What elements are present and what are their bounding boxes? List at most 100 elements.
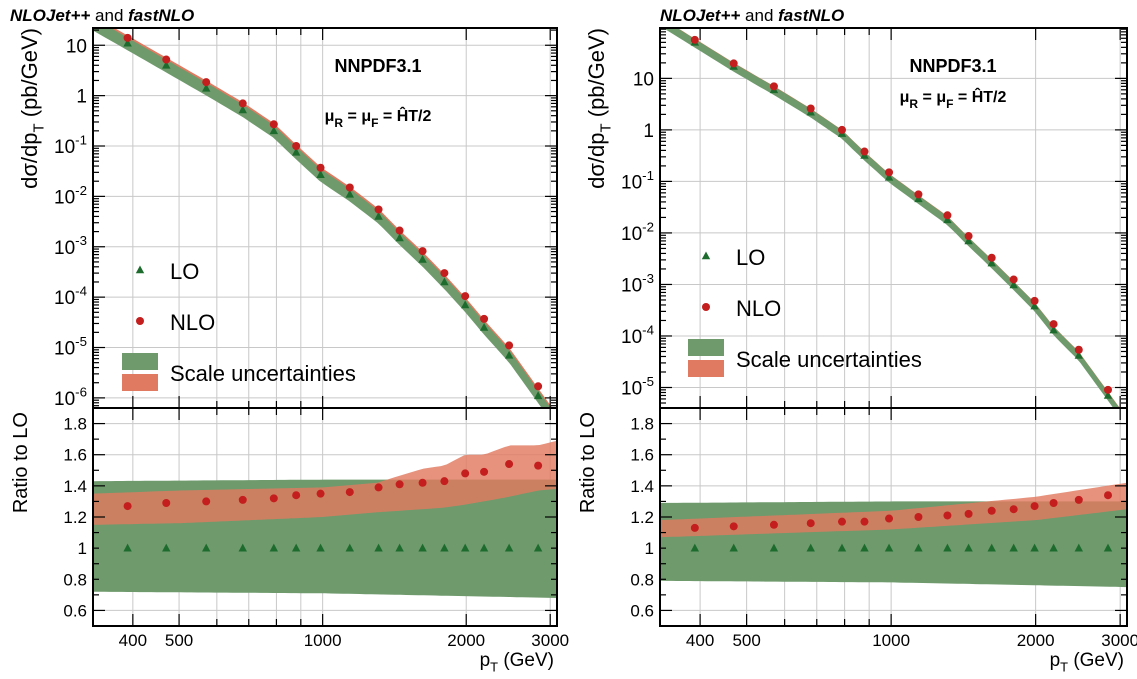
ratio-lo-point [860,543,869,552]
lo-point [987,258,996,267]
legend-lo-label: LO [736,245,765,270]
y-tick-label: 10-1 [54,132,87,158]
nlo-point [534,382,543,391]
ratio-tick-label: 1 [645,539,654,558]
legend-nlo-band-swatch [122,374,158,391]
nlo-point [690,35,699,44]
x-tick-label: 3000 [1101,631,1137,650]
y-axis-title: dσ/dpT (pb/GeV) [17,28,48,189]
lo-point [418,254,427,263]
ratio-lo-point [729,543,738,552]
ratio-tick-label: 1.8 [630,415,654,434]
legend-lo-band-swatch [122,353,158,370]
ratio-lo-point [884,543,894,552]
ratio-nlo-point [964,509,973,518]
lo-point [1103,390,1113,399]
lo-point [123,38,132,47]
ratio-lo-point [690,543,700,552]
legend: LO NLO Scale uncertainties [122,259,356,391]
ratio-tick-label: 0.6 [63,601,87,620]
lo-point [316,170,325,178]
ratio-nlo-point [534,461,543,470]
nlo-point [914,190,923,199]
ticks [660,28,1127,626]
x-tick-label: 1000 [304,631,342,650]
ratio-nlo-point [505,460,514,469]
nlo-point [964,232,973,241]
nlo-point [440,269,449,278]
legend-nlo-marker [702,303,710,311]
main-markers [690,35,1113,399]
ratio-lo-point [769,543,779,552]
lo-point [345,189,354,198]
y-tick-label: 10-5 [621,374,654,400]
ratio-lo-point [987,543,996,552]
y-tick-label: 10-2 [621,219,654,245]
nlo-point [418,247,427,256]
ratio-nlo-point [1074,495,1083,504]
lo-point [1049,325,1058,334]
ratio-tick-label: 1.2 [630,508,654,527]
ratio-lo-point [1030,543,1039,552]
ratio-lo-point [123,543,132,552]
nlo-point [292,142,301,151]
ratio-lo-point [374,543,383,552]
nlo-point [729,59,738,68]
ratio-lo-point [964,543,973,552]
header-title: NLOJet++ and fastNLO [660,6,844,25]
ratio-axis-title: Ratio to LO [577,412,599,513]
y-tick-label: 10 [633,69,654,90]
legend-lo-marker [135,265,145,274]
ratio-nlo-point [374,483,383,492]
ratio-lo-point [291,543,301,552]
ratio-nlo-point [690,523,699,532]
legend-lo-marker [701,251,711,260]
legend-nlo-label: NLO [170,310,215,335]
nlo-point [123,33,132,42]
nlo-point [238,99,247,108]
ratio-axis-title: Ratio to LO [10,412,32,513]
lo-point [884,172,894,181]
ratio-nlo-point [1104,491,1113,500]
ratio-nlo-point [345,488,354,497]
y-tick-label: 10-3 [621,271,654,297]
ratio-bands [93,440,557,598]
ratio-lo-point [162,543,171,552]
lo-point [162,60,171,69]
ratio-nlo-point [123,502,132,511]
ratio-tick-label: 0.8 [63,570,87,589]
x-tick-label: 3000 [531,631,569,650]
nlo-point [1030,296,1039,305]
x-tick-label: 2000 [447,631,485,650]
pdf-label: NNPDF3.1 [909,56,996,76]
lo-point [291,147,301,156]
ratio-lo-point [1103,543,1113,552]
x-tick-label: 2000 [1017,631,1055,650]
ratio-lo-point [418,543,427,552]
ratio-lo-point [1009,543,1018,552]
y-tick-label: 10 [66,36,87,57]
left-plot: 10-6 10-5 10-4 10-3 10-2 10-1 1 10 0.6 0.8 1 1.2 1.4… [10,6,569,675]
y-tick-label: 1 [76,87,87,108]
ratio-tick-label: 1.6 [63,446,87,465]
nlo-point [345,183,354,192]
ratio-nlo-point [769,520,778,529]
lo-point [1009,280,1018,289]
lo-point [964,236,973,245]
ratio-tick-label: 1.6 [630,446,654,465]
nlo-point [202,78,211,87]
nlo-point [769,82,778,91]
ratio-bands [660,482,1127,588]
lo-point [238,105,247,114]
header-title: NLOJet++ and fastNLO [10,6,194,25]
right-plot: 10-5 10-4 10-3 10-2 10-1 1 10 0.6 0.8 1 1.2 1.4 1.6 1… [577,6,1137,675]
main-markers [123,33,543,400]
nlo-point [269,120,278,129]
y-tick-label: 10-4 [54,284,87,310]
nlo-scale-band [107,28,553,408]
nlo-point [1104,385,1113,394]
ratio-nlo-point [395,480,404,489]
ratio-lo-point [395,543,404,552]
nlo-point [860,147,869,156]
x-tick-label: 500 [165,631,193,650]
